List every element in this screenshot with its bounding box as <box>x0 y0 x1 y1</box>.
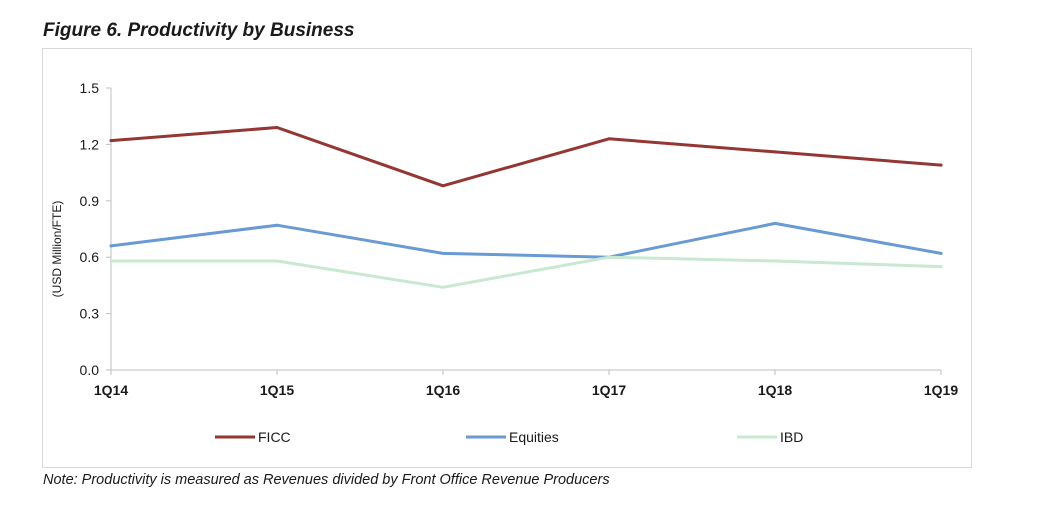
data-point-ficc <box>939 163 943 167</box>
figure-title: Figure 6. Productivity by Business <box>43 20 355 41</box>
data-point-ficc <box>275 125 279 129</box>
y-tick-label: 0.9 <box>80 193 100 209</box>
x-tick-label: 1Q18 <box>758 382 792 398</box>
data-point-ibd <box>109 259 113 263</box>
y-axis-title: (USD Million/FTE) <box>50 201 64 298</box>
data-point-ficc <box>441 184 445 188</box>
data-point-ficc <box>607 137 611 141</box>
x-axis: 1Q14 1Q15 1Q16 1Q17 1Q18 1Q19 <box>94 369 958 398</box>
y-axis: 0.0 0.3 0.6 0.9 1.2 1.5 <box>80 80 112 378</box>
data-point-equities <box>109 244 113 248</box>
legend-label-equities: Equities <box>509 429 559 445</box>
series-line-ficc <box>109 126 943 188</box>
x-tick-label: 1Q16 <box>426 382 460 398</box>
y-tick-label: 1.5 <box>80 80 100 96</box>
data-point-ibd <box>275 259 279 263</box>
series-lines <box>109 125 943 289</box>
data-point-equities <box>773 221 777 225</box>
series-line-equities <box>109 221 943 259</box>
y-tick-label: 0.3 <box>80 306 100 322</box>
data-point-ficc <box>109 139 113 143</box>
data-point-ficc <box>773 150 777 154</box>
chart-frame: 0.0 0.3 0.6 0.9 1.2 1.5 1Q14 1Q15 1Q16 1Q17 1Q18 1… <box>42 48 972 468</box>
y-tick-label: 1.2 <box>80 136 100 152</box>
y-tick-label: 0.6 <box>80 249 100 265</box>
data-point-ibd <box>441 285 445 289</box>
y-tick-label: 0.0 <box>80 362 100 378</box>
data-point-equities <box>441 251 445 255</box>
series-line-ibd <box>109 255 943 289</box>
legend-label-ficc: FICC <box>258 429 291 445</box>
legend-label-ibd: IBD <box>780 429 803 445</box>
x-tick-label: 1Q15 <box>260 382 294 398</box>
x-tick-label: 1Q19 <box>924 382 958 398</box>
x-tick-label: 1Q14 <box>94 382 128 398</box>
data-point-ibd <box>607 255 611 259</box>
legend: FICC Equities IBD <box>215 429 803 445</box>
data-point-equities <box>275 223 279 227</box>
line-chart: 0.00.30.60.91.21.5 1Q14 1Q15 1Q16 1Q17 1Q18 1… <box>50 80 958 445</box>
data-point-ibd <box>773 259 777 263</box>
x-tick-label: 1Q17 <box>592 382 626 398</box>
data-point-ibd <box>939 265 943 269</box>
data-point-equities <box>939 251 943 255</box>
figure-note: Note: Productivity is measured as Revenu… <box>43 472 610 488</box>
